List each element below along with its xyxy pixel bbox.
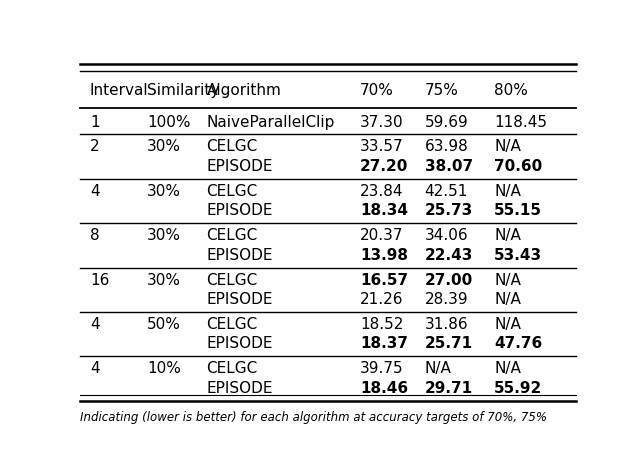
Text: 20.37: 20.37 xyxy=(360,228,404,243)
Text: EPISODE: EPISODE xyxy=(207,159,273,174)
Text: Indicating (lower is better) for each algorithm at accuracy targets of 70%, 75%: Indicating (lower is better) for each al… xyxy=(80,411,547,425)
Text: 30%: 30% xyxy=(147,228,181,243)
Text: Similarity: Similarity xyxy=(147,83,220,98)
Text: CELGC: CELGC xyxy=(207,272,258,288)
Text: 38.07: 38.07 xyxy=(425,159,473,174)
Text: EPISODE: EPISODE xyxy=(207,203,273,219)
Text: 39.75: 39.75 xyxy=(360,361,404,376)
Text: 47.76: 47.76 xyxy=(494,337,543,351)
Text: 75%: 75% xyxy=(425,83,459,98)
Text: 30%: 30% xyxy=(147,139,181,154)
Text: 23.84: 23.84 xyxy=(360,184,404,199)
Text: N/A: N/A xyxy=(494,292,521,307)
Text: 50%: 50% xyxy=(147,317,181,332)
Text: 22.43: 22.43 xyxy=(425,248,473,263)
Text: 16.57: 16.57 xyxy=(360,272,408,288)
Text: EPISODE: EPISODE xyxy=(207,292,273,307)
Text: 4: 4 xyxy=(90,361,100,376)
Text: 25.73: 25.73 xyxy=(425,203,473,219)
Text: N/A: N/A xyxy=(494,361,521,376)
Text: N/A: N/A xyxy=(494,272,521,288)
Text: 34.06: 34.06 xyxy=(425,228,468,243)
Text: 30%: 30% xyxy=(147,272,181,288)
Text: 31.86: 31.86 xyxy=(425,317,468,332)
Text: 8: 8 xyxy=(90,228,100,243)
Text: N/A: N/A xyxy=(494,139,521,154)
Text: EPISODE: EPISODE xyxy=(207,381,273,396)
Text: 28.39: 28.39 xyxy=(425,292,468,307)
Text: CELGC: CELGC xyxy=(207,317,258,332)
Text: 29.71: 29.71 xyxy=(425,381,473,396)
Text: 2: 2 xyxy=(90,139,100,154)
Text: 27.00: 27.00 xyxy=(425,272,473,288)
Text: 18.37: 18.37 xyxy=(360,337,408,351)
Text: 18.34: 18.34 xyxy=(360,203,408,219)
Text: NaiveParallelClip: NaiveParallelClip xyxy=(207,115,335,130)
Text: Interval: Interval xyxy=(90,83,148,98)
Text: 63.98: 63.98 xyxy=(425,139,468,154)
Text: 21.26: 21.26 xyxy=(360,292,404,307)
Text: 25.71: 25.71 xyxy=(425,337,473,351)
Text: 70.60: 70.60 xyxy=(494,159,543,174)
Text: CELGC: CELGC xyxy=(207,361,258,376)
Text: 1: 1 xyxy=(90,115,100,130)
Text: 59.69: 59.69 xyxy=(425,115,468,130)
Text: 53.43: 53.43 xyxy=(494,248,542,263)
Text: 30%: 30% xyxy=(147,184,181,199)
Text: CELGC: CELGC xyxy=(207,228,258,243)
Text: CELGC: CELGC xyxy=(207,139,258,154)
Text: 18.46: 18.46 xyxy=(360,381,408,396)
Text: 10%: 10% xyxy=(147,361,181,376)
Text: EPISODE: EPISODE xyxy=(207,337,273,351)
Text: EPISODE: EPISODE xyxy=(207,248,273,263)
Text: 42.51: 42.51 xyxy=(425,184,468,199)
Text: N/A: N/A xyxy=(494,228,521,243)
Text: 55.92: 55.92 xyxy=(494,381,543,396)
Text: 4: 4 xyxy=(90,317,100,332)
Text: Algorithm: Algorithm xyxy=(207,83,282,98)
Text: 18.52: 18.52 xyxy=(360,317,404,332)
Text: 55.15: 55.15 xyxy=(494,203,542,219)
Text: CELGC: CELGC xyxy=(207,184,258,199)
Text: N/A: N/A xyxy=(494,184,521,199)
Text: 118.45: 118.45 xyxy=(494,115,547,130)
Text: 13.98: 13.98 xyxy=(360,248,408,263)
Text: 4: 4 xyxy=(90,184,100,199)
Text: 70%: 70% xyxy=(360,83,394,98)
Text: N/A: N/A xyxy=(494,317,521,332)
Text: 27.20: 27.20 xyxy=(360,159,408,174)
Text: 80%: 80% xyxy=(494,83,528,98)
Text: 16: 16 xyxy=(90,272,109,288)
Text: N/A: N/A xyxy=(425,361,452,376)
Text: 33.57: 33.57 xyxy=(360,139,404,154)
Text: 37.30: 37.30 xyxy=(360,115,404,130)
Text: 100%: 100% xyxy=(147,115,191,130)
